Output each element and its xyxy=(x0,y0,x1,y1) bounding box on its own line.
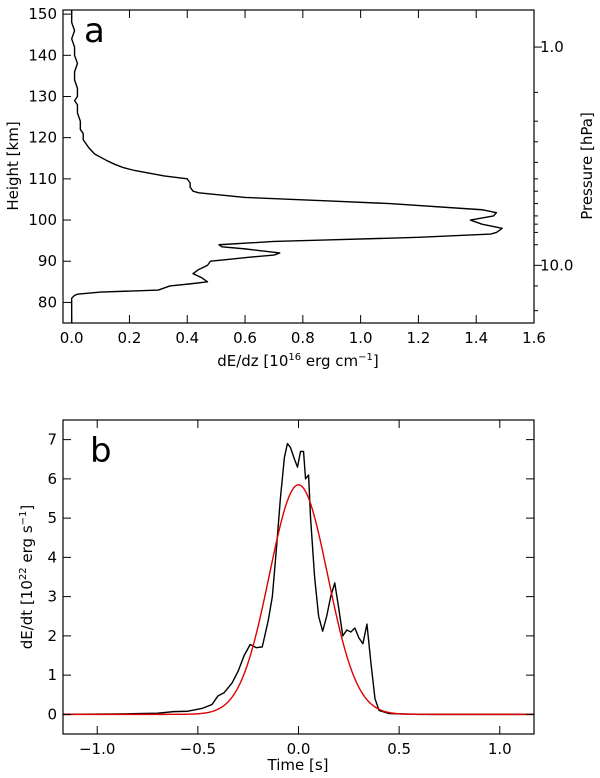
panel-b-y-tick-label: 7 xyxy=(47,431,57,449)
panel-b: dE/dt [1022 erg s−1] Time [s] −1.0 −0.5 0.… xyxy=(18,419,535,774)
panel-a-x-tick-label: 1.6 xyxy=(522,329,546,347)
panel-a-letter: a xyxy=(84,11,105,51)
panel-a-y-tick-label: 130 xyxy=(28,87,57,105)
panel-b-x-tick-label: 0.5 xyxy=(387,740,411,758)
panel-a-y2-tick-label: 10.0 xyxy=(540,256,573,274)
panel-b-y-tick-label: 1 xyxy=(47,666,57,684)
panel-b-y-tick-label: 0 xyxy=(47,705,57,723)
panel-a-y-tick-label: 150 xyxy=(28,5,57,23)
panel-b-x-tick-label: −0.5 xyxy=(180,740,216,758)
panel-b-letter: b xyxy=(90,431,112,471)
panel-a-x-tick-label: 0.6 xyxy=(233,329,257,347)
panel-a-y-tick-label: 100 xyxy=(28,211,57,229)
panel-a-x-tick-label: 1.2 xyxy=(406,329,430,347)
panel-b-y-tick-label: 2 xyxy=(47,627,57,645)
panel-a-x-tick-label: 1.4 xyxy=(464,329,488,347)
panel-a-plot-frame xyxy=(62,9,535,324)
panel-a-x-axis-label: dE/dz [1016 erg cm−1] xyxy=(217,352,379,370)
panel-a-x-tick-label: 0.0 xyxy=(60,329,84,347)
panel-b-y-tick-label: 5 xyxy=(47,509,57,527)
panel-a-x-tick-label: 0.8 xyxy=(291,329,315,347)
panel-b-x-tick-label: −1.0 xyxy=(79,740,115,758)
panel-a-x-tick-label: 0.2 xyxy=(118,329,142,347)
panel-a-y-tick-label: 140 xyxy=(28,46,57,64)
panel-b-y-tick-label: 3 xyxy=(47,588,57,606)
panel-a-y-tick-label: 90 xyxy=(38,252,57,270)
panel-a-y-tick-label: 80 xyxy=(38,293,57,311)
panel-a-x-tick-label: 1.0 xyxy=(349,329,373,347)
panel-a-y2-tick-label: 1.0 xyxy=(540,38,564,56)
panel-a-y-axis-label: Height [km] xyxy=(4,121,22,210)
panel-b-series-observed-de-dt xyxy=(63,442,534,716)
panel-b-y-tick-label: 4 xyxy=(47,548,57,566)
panel-b-x-axis-label: Time [s] xyxy=(267,756,329,774)
panel-a-y2-axis-label: Pressure [hPa] xyxy=(578,112,596,220)
panel-a-y-tick-label: 120 xyxy=(28,129,57,147)
panel-a-x-tick-label: 0.4 xyxy=(175,329,199,347)
panel-b-x-tick-label: 1.0 xyxy=(488,740,512,758)
panel-b-plot-frame xyxy=(62,419,535,735)
panel-a-series-de-dz-profile xyxy=(70,10,503,323)
panel-a: Height [km] Pressure [hPa] dE/dz [1016 e… xyxy=(4,5,596,370)
panel-b-y-axis-label: dE/dt [1022 erg s−1] xyxy=(18,505,36,650)
panel-b-series-gaussian-fit xyxy=(63,484,534,716)
panel-b-y-tick-label: 6 xyxy=(47,470,57,488)
panel-a-y-tick-label: 110 xyxy=(28,170,57,188)
panel-b-x-tick-label: 0.0 xyxy=(287,740,311,758)
